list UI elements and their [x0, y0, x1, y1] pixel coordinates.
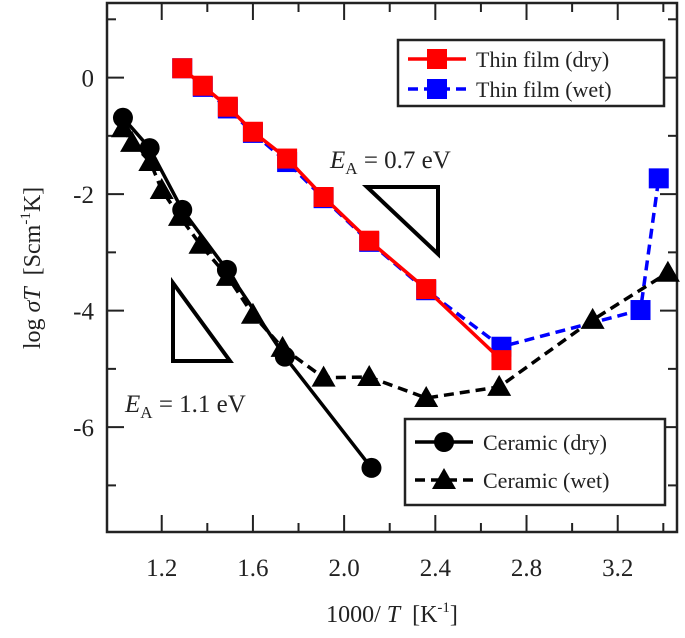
x-tick-label: 2.8 [511, 555, 542, 582]
x-tick-label: 3.2 [602, 555, 633, 582]
data-point [139, 138, 160, 159]
slope-triangle-thin-film [361, 185, 440, 259]
y-tick-label: 0 [82, 66, 95, 93]
data-point [138, 150, 163, 172]
legend-entry: Thin film (dry) [408, 47, 609, 72]
legend-label: Ceramic (wet) [483, 468, 609, 493]
legend-marker [432, 468, 456, 489]
data-point [112, 107, 133, 128]
x-tick-label: 2.4 [420, 555, 452, 582]
legend-bottom-right: Ceramic (dry) Ceramic (wet) [403, 417, 667, 507]
data-point [361, 457, 382, 478]
data-point [359, 230, 380, 251]
data-point [192, 75, 213, 96]
data-point [172, 58, 193, 79]
data-point [416, 279, 437, 300]
data-point [274, 346, 295, 367]
legend-top-right: Thin film (dry) Thin film (wet) [396, 38, 666, 108]
data-point [630, 300, 651, 321]
annotation-thin-film-activation-energy: EA = 0.7 eV [329, 147, 451, 178]
data-point [120, 130, 145, 152]
data-point [188, 232, 213, 254]
series-thin-film-dry [172, 58, 512, 371]
x-axis-label: 1000/ T [K-1] [326, 600, 458, 628]
x-tick-label: 1.2 [146, 555, 177, 582]
legend-marker [427, 49, 447, 69]
legend-entry: Thin film (wet) [408, 77, 612, 102]
legend-marker [434, 432, 454, 452]
y-tick-label: -4 [73, 299, 94, 326]
data-point [414, 386, 439, 408]
legend-entry: Ceramic (dry) [415, 430, 607, 455]
data-point [242, 121, 263, 142]
data-point [655, 260, 680, 282]
slope-triangle-ceramic [171, 276, 234, 363]
legend-label: Thin film (dry) [476, 47, 609, 72]
y-tick-label: -6 [73, 415, 94, 442]
y-axis-label: log σT [Scm-1K] [18, 187, 46, 349]
data-point [149, 178, 174, 200]
data-point [217, 96, 238, 117]
data-point [491, 350, 512, 371]
y-tick-label: -2 [73, 182, 94, 209]
data-point [487, 374, 512, 396]
data-point [311, 365, 336, 387]
data-point [277, 148, 298, 169]
series-ceramic-dry [112, 107, 382, 478]
legend-label: Ceramic (dry) [483, 430, 607, 455]
data-point [648, 168, 669, 189]
data-point [313, 187, 334, 208]
annotation-ceramic-activation-energy: EA = 1.1 eV [124, 391, 246, 422]
legend-label: Thin film (wet) [476, 77, 612, 102]
data-point [216, 259, 237, 280]
x-tick-label: 1.6 [237, 555, 268, 582]
data-point [357, 365, 382, 387]
legend-entry: Ceramic (wet) [415, 468, 609, 493]
x-tick-label: 2.0 [328, 555, 359, 582]
plot-frame [105, 1, 679, 534]
legend-marker [427, 79, 447, 99]
data-point [580, 307, 605, 329]
data-point [172, 199, 193, 220]
